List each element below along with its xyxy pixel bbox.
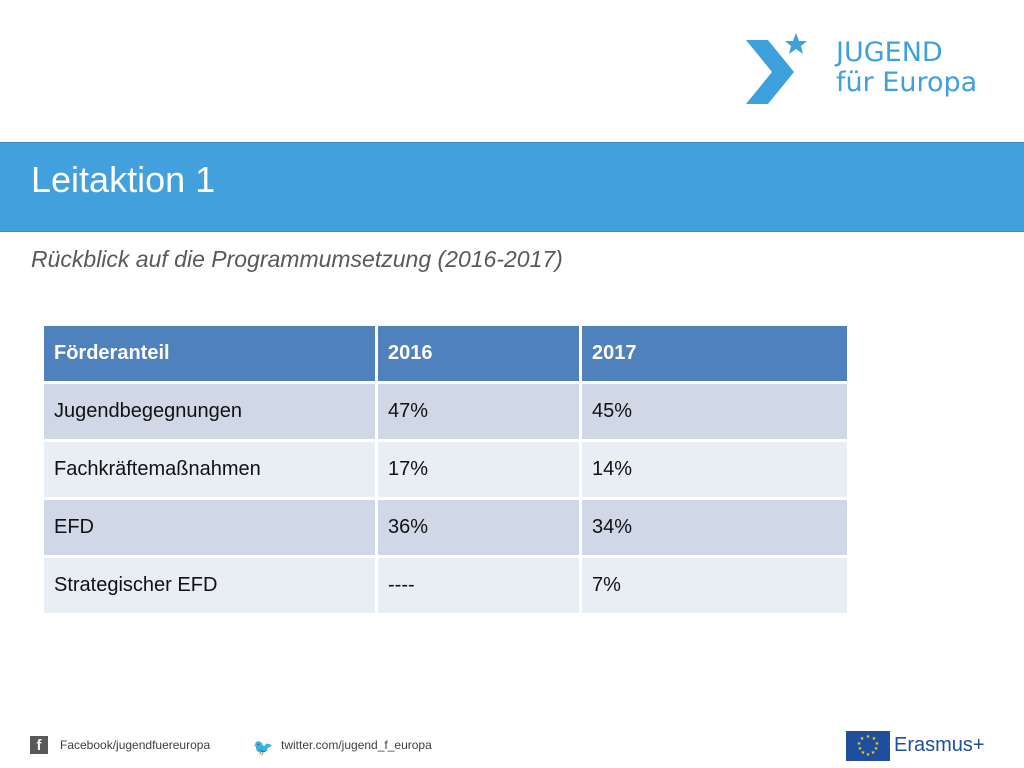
table-cell: 34% [582, 500, 850, 558]
table-cell: Fachkräftemaßnahmen [44, 442, 378, 500]
erasmus-plus-logo: Erasmus+ [894, 734, 985, 756]
svg-text:★: ★ [872, 736, 877, 742]
eu-flag-icon: ★ ★ ★ ★ ★ ★ ★ ★ ★ ★ [846, 731, 890, 761]
table-cell: 17% [378, 442, 582, 500]
table-cell: 36% [378, 500, 582, 558]
table-header-row: Förderanteil 2016 2017 [44, 326, 850, 384]
table-cell: EFD [44, 500, 378, 558]
twitter-icon[interactable]: 🐦 [253, 740, 273, 757]
header-cell: Förderanteil [44, 326, 378, 384]
facebook-icon[interactable]: f [30, 736, 48, 754]
title-banner: Leitaktion 1 [0, 142, 1024, 232]
slide-title: Leitaktion 1 [31, 159, 216, 200]
table-cell: ---- [378, 558, 582, 616]
svg-text:★: ★ [866, 734, 871, 740]
svg-text:★: ★ [860, 736, 865, 742]
facebook-link[interactable]: Facebook/jugendfuereuropa [60, 738, 211, 752]
jugend-fuer-europa-logo: JUGEND für Europa [738, 30, 1008, 110]
header-cell: 2016 [378, 326, 582, 384]
twitter-link[interactable]: twitter.com/jugend_f_europa [281, 738, 432, 752]
logo-text: JUGEND für Europa [836, 38, 977, 98]
svg-text:★: ★ [866, 752, 871, 758]
svg-text:★: ★ [874, 746, 879, 752]
footer: f Facebook/jugendfuereuropa 🐦 twitter.co… [0, 728, 1024, 768]
svg-text:★: ★ [871, 750, 876, 756]
logo-line2: für Europa [836, 67, 978, 98]
table-cell: 45% [582, 384, 850, 442]
svg-text:★: ★ [875, 741, 880, 747]
svg-text:★: ★ [858, 746, 863, 752]
table-cell: 7% [582, 558, 850, 616]
funding-share-table: Förderanteil 2016 2017 Jugendbegegnungen… [44, 326, 850, 616]
svg-text:★: ★ [861, 750, 866, 756]
header-cell: 2017 [582, 326, 850, 384]
table-cell: 14% [582, 442, 850, 500]
table-row: Strategischer EFD ---- 7% [44, 558, 850, 616]
table-row: EFD 36% 34% [44, 500, 850, 558]
svg-text:★: ★ [857, 741, 862, 747]
table-cell: Jugendbegegnungen [44, 384, 378, 442]
logo-line1: JUGEND [836, 37, 943, 68]
table-cell: 47% [378, 384, 582, 442]
table-cell: Strategischer EFD [44, 558, 378, 616]
logo-mark-icon [746, 33, 807, 104]
table-row: Fachkräftemaßnahmen 17% 14% [44, 442, 850, 500]
slide-subtitle: Rückblick auf die Programmumsetzung (201… [31, 246, 563, 272]
table-row: Jugendbegegnungen 47% 45% [44, 384, 850, 442]
